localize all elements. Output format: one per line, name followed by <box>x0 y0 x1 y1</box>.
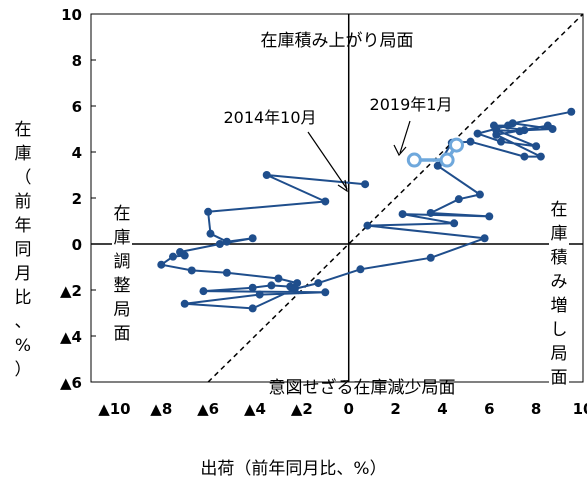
y-tick-label: 0 <box>72 236 82 254</box>
tick-labels: 10 8 6 4 2 0 ▲2 ▲4 ▲6 ▲10 ▲8 ▲6 ▲4 ▲2 0 2 4 6 8 10 <box>60 6 587 418</box>
series-main-point <box>187 266 196 275</box>
x-tick-label: ▲2 <box>291 400 313 418</box>
series-main-point <box>363 221 372 230</box>
series-main-point <box>398 210 407 219</box>
series-main-point <box>489 121 498 130</box>
series-main-point <box>485 212 494 221</box>
series-main-point <box>450 219 459 228</box>
series-main-point <box>248 304 257 313</box>
series-main-point <box>532 142 541 151</box>
series-main-point <box>475 190 484 199</box>
series-main-point <box>426 208 435 217</box>
quadrant-label-top: 在庫積み上がり局面 <box>261 31 414 51</box>
series-main-point <box>454 195 463 204</box>
x-tick-label: ▲8 <box>150 400 172 418</box>
series-main-point <box>262 171 271 179</box>
series-main-point <box>248 234 257 243</box>
x-tick-label: 2 <box>390 400 400 418</box>
series-main-point <box>480 234 489 243</box>
series-main-point <box>520 126 529 135</box>
y-tick-label: ▲2 <box>60 282 82 300</box>
series-main-point <box>536 152 545 161</box>
annotation-2014-10: 2014年10月 <box>223 108 316 127</box>
series-main-point <box>356 265 365 274</box>
series-main-point <box>255 290 264 299</box>
series-main-point <box>520 152 529 161</box>
x-tick-label: ▲10 <box>98 400 130 418</box>
series-main-point <box>466 137 475 146</box>
annotation-arrow-2019-01 <box>399 120 411 154</box>
quadrant-label-bottom: 意図せざる在庫減少局面 <box>269 377 456 398</box>
series-main-point <box>204 207 213 216</box>
series-main-point <box>426 253 435 262</box>
annotation-arrowhead-2019-01 <box>393 144 407 157</box>
y-axis-label: 在庫（前年同月比、%） <box>14 120 32 380</box>
annotation-arrow-2014-10 <box>307 131 348 190</box>
y-tick-label: ▲6 <box>60 374 82 392</box>
series-main-point <box>321 288 330 297</box>
annotation-arrowhead-2014-10 <box>337 179 348 193</box>
quadrant-label-left: 在庫調整局面 <box>112 202 132 346</box>
x-tick-label: ▲6 <box>197 400 219 418</box>
x-tick-label: ▲4 <box>244 400 266 418</box>
series-main-point <box>222 237 231 246</box>
series-main-point <box>548 125 557 133</box>
series-main-point <box>473 129 482 138</box>
series-main-point <box>508 119 517 128</box>
series-main-point <box>180 299 189 308</box>
series-2019-point <box>406 152 422 168</box>
y-tick-label: 4 <box>72 144 82 162</box>
x-tick-label: 0 <box>343 400 353 418</box>
x-tick-label: 4 <box>437 400 447 418</box>
series-main-point <box>222 268 231 277</box>
y-tick-label: 2 <box>72 190 82 208</box>
series-main-point <box>567 107 576 116</box>
x-tick-label: 8 <box>531 400 541 418</box>
reference-line-45deg <box>207 13 584 383</box>
series-2019-point <box>448 137 464 153</box>
series-main-point <box>180 251 189 260</box>
plot-frame <box>90 13 584 383</box>
series-main-point <box>274 274 283 283</box>
y-tick-label: ▲4 <box>60 328 82 346</box>
series-main-point <box>314 279 323 288</box>
x-tick-label: 10 <box>573 400 587 418</box>
x-axis-label: 出荷（前年同月比、%） <box>200 459 387 479</box>
series-main-line <box>160 110 572 310</box>
y-tick-label: 10 <box>61 6 82 24</box>
series-main-point <box>497 137 505 146</box>
series-layer <box>157 107 576 313</box>
series-main-point <box>215 240 224 248</box>
series-main-point <box>433 161 442 170</box>
series-2019-point <box>439 152 455 168</box>
series-main-point <box>206 229 215 238</box>
y-tick-label: 6 <box>72 98 82 116</box>
y-tick-label: 8 <box>72 52 82 70</box>
series-main-point <box>361 180 370 189</box>
series-main-point <box>169 252 177 261</box>
series-main-point <box>321 197 330 206</box>
quadrant-label-right: 在庫積み増し局面 <box>549 198 569 390</box>
series-main-point <box>290 284 299 293</box>
annotation-2019-01: 2019年1月 <box>370 95 453 114</box>
x-tick-label: 6 <box>484 400 494 418</box>
series-main-point <box>248 283 257 292</box>
series-main-point <box>267 281 276 290</box>
series-main-point <box>157 260 166 269</box>
series-main-point <box>199 287 208 296</box>
plot-area <box>90 13 584 383</box>
